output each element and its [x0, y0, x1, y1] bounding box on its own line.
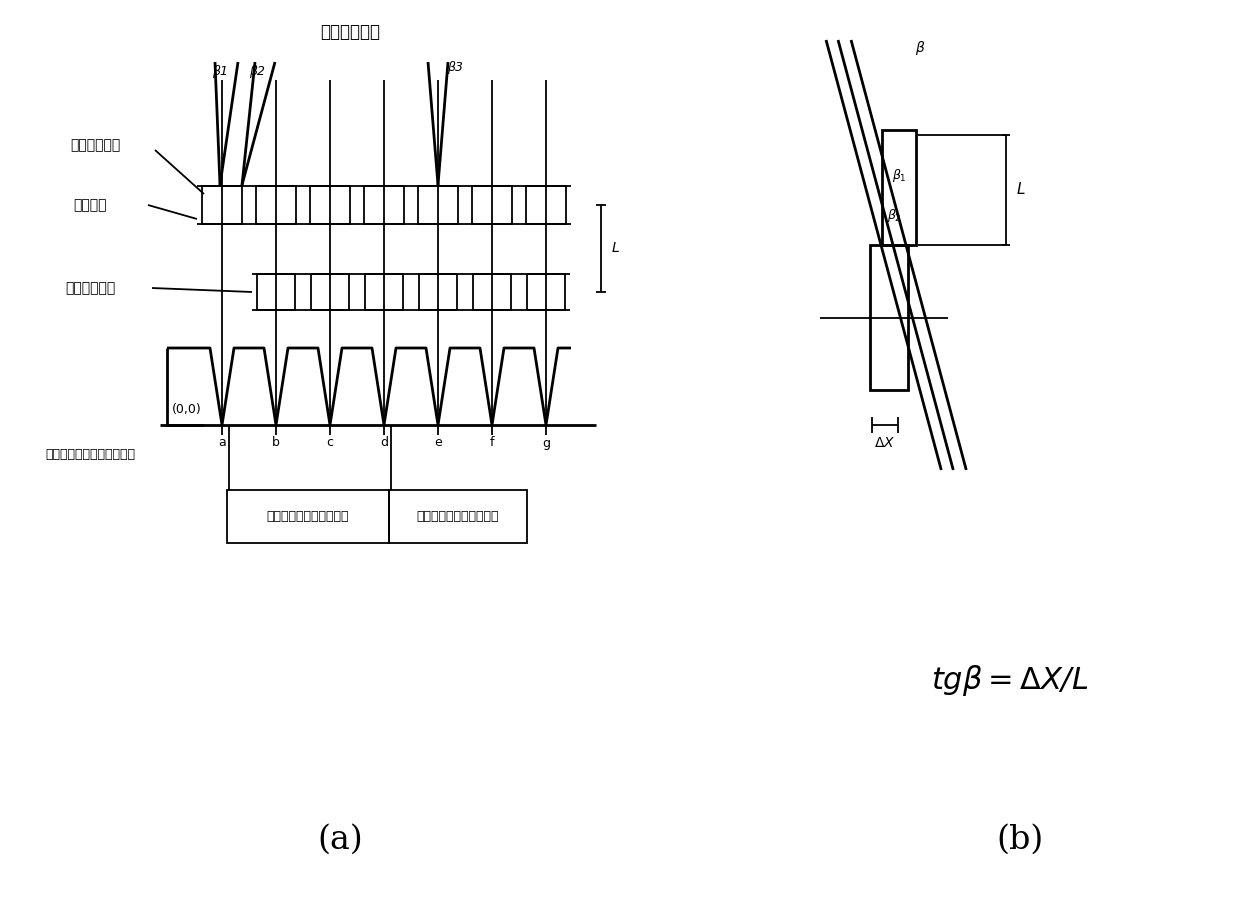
Text: c: c [326, 436, 334, 449]
Text: (a): (a) [317, 824, 363, 856]
Text: $\beta$: $\beta$ [915, 39, 925, 57]
Text: 移动法拉第杯中心线位置: 移动法拉第杯中心线位置 [417, 509, 500, 523]
Text: (0,0): (0,0) [172, 403, 202, 415]
Text: $\beta$3: $\beta$3 [448, 59, 465, 77]
Text: L: L [611, 241, 619, 255]
Bar [257, 274, 295, 310]
Bar [227, 490, 389, 543]
Text: 平行束线方向: 平行束线方向 [320, 23, 379, 41]
Bar [419, 274, 458, 310]
Text: $\beta$1: $\beta$1 [212, 64, 228, 80]
Bar [882, 130, 916, 245]
Text: a: a [218, 436, 226, 449]
Text: d: d [379, 436, 388, 449]
Text: tg$\beta=\Delta$X/L: tg$\beta=\Delta$X/L [931, 662, 1089, 698]
Text: $\beta_2$: $\beta_2$ [887, 207, 901, 223]
Text: e: e [434, 436, 441, 449]
Bar [365, 274, 403, 310]
Bar [311, 274, 348, 310]
Text: 束流强度: 束流强度 [73, 198, 107, 212]
Text: b: b [272, 436, 280, 449]
Bar [202, 186, 242, 224]
Bar [365, 186, 404, 224]
Bar [255, 186, 296, 224]
Bar [472, 274, 511, 310]
Text: 角度法拉第杯中心线位置: 角度法拉第杯中心线位置 [267, 509, 350, 523]
Text: $\beta_1$: $\beta_1$ [892, 167, 906, 183]
Text: 角度法拉第杯: 角度法拉第杯 [64, 281, 115, 295]
Bar [472, 186, 512, 224]
Text: g: g [542, 436, 551, 449]
Bar [310, 186, 350, 224]
Bar [527, 274, 565, 310]
Text: 移动法拉第杯: 移动法拉第杯 [69, 138, 120, 152]
Text: (b): (b) [997, 824, 1044, 856]
Bar [526, 186, 565, 224]
Bar [389, 490, 527, 543]
Text: 移动法拉第杯参考原始位置: 移动法拉第杯参考原始位置 [45, 448, 135, 462]
Text: f: f [490, 436, 495, 449]
Bar [418, 186, 458, 224]
Bar [870, 245, 908, 390]
Text: L: L [1017, 182, 1025, 198]
Text: $\beta$2: $\beta$2 [249, 64, 267, 80]
Text: $\Delta X$: $\Delta X$ [874, 436, 895, 450]
